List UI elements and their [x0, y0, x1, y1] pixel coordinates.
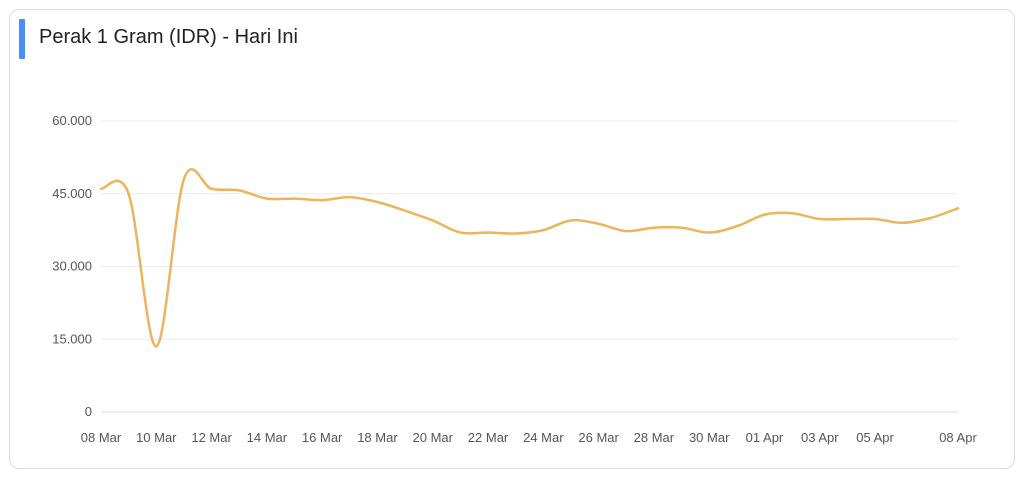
- data-point[interactable]: [814, 213, 826, 225]
- series-group: [95, 168, 964, 353]
- chart-card: [9, 9, 1015, 469]
- x-tick-label: 01 Apr: [746, 430, 784, 445]
- data-point[interactable]: [316, 194, 328, 206]
- data-point[interactable]: [731, 220, 743, 232]
- data-point[interactable]: [952, 202, 964, 214]
- x-tick-label: 16 Mar: [302, 430, 343, 445]
- y-tick-label: 0: [85, 404, 92, 419]
- title-accent-bar: [19, 19, 25, 59]
- x-axis-ticks: 08 Mar 10 Mar 12 Mar 14 Mar 16 Mar 18 Mar 20 M…: [81, 430, 978, 445]
- data-point[interactable]: [537, 224, 549, 236]
- x-tick-label: 14 Mar: [247, 430, 288, 445]
- data-point[interactable]: [261, 193, 273, 205]
- data-point[interactable]: [344, 191, 356, 203]
- y-tick-label: 60.000: [52, 113, 92, 128]
- data-point[interactable]: [703, 227, 715, 239]
- x-tick-label: 03 Apr: [801, 430, 839, 445]
- data-point[interactable]: [95, 183, 107, 195]
- data-point[interactable]: [565, 214, 577, 226]
- data-point[interactable]: [289, 193, 301, 205]
- chart-title: Perak 1 Gram (IDR) - Hari Ini: [39, 26, 298, 48]
- data-point[interactable]: [399, 205, 411, 217]
- data-point[interactable]: [620, 225, 632, 237]
- data-point[interactable]: [150, 341, 162, 353]
- data-point[interactable]: [233, 184, 245, 196]
- x-tick-label: 05 Apr: [856, 430, 894, 445]
- grid-lines: [101, 120, 958, 413]
- data-point[interactable]: [123, 188, 135, 200]
- x-tick-label: 24 Mar: [523, 430, 564, 445]
- x-tick-label: 30 Mar: [689, 430, 730, 445]
- data-point[interactable]: [482, 227, 494, 239]
- data-point[interactable]: [841, 213, 853, 225]
- x-tick-label: 28 Mar: [634, 430, 675, 445]
- data-point[interactable]: [593, 218, 605, 230]
- data-point[interactable]: [758, 209, 770, 221]
- data-point[interactable]: [897, 217, 909, 229]
- y-tick-label: 30.000: [52, 259, 92, 274]
- x-tick-label: 18 Mar: [357, 430, 398, 445]
- data-point[interactable]: [869, 213, 881, 225]
- x-tick-label: 20 Mar: [413, 430, 454, 445]
- x-tick-label: 12 Mar: [191, 430, 232, 445]
- data-point[interactable]: [648, 222, 660, 234]
- data-point[interactable]: [371, 196, 383, 208]
- data-point[interactable]: [510, 228, 522, 240]
- data-point[interactable]: [676, 222, 688, 234]
- data-point[interactable]: [454, 227, 466, 239]
- data-point[interactable]: [786, 207, 798, 219]
- x-tick-label: 26 Mar: [578, 430, 619, 445]
- y-tick-label: 15.000: [52, 331, 92, 346]
- data-point[interactable]: [206, 183, 218, 195]
- y-axis-ticks: 0 15.000 30.000 45.000 60.000: [52, 113, 92, 419]
- data-point[interactable]: [924, 212, 936, 224]
- series-line: [99, 168, 960, 348]
- data-point[interactable]: [427, 214, 439, 226]
- x-tick-label: 08 Apr: [939, 430, 977, 445]
- x-tick-label: 10 Mar: [136, 430, 177, 445]
- y-tick-label: 45.000: [52, 186, 92, 201]
- x-tick-label: 22 Mar: [468, 430, 509, 445]
- data-point[interactable]: [178, 173, 190, 185]
- x-tick-label: 08 Mar: [81, 430, 122, 445]
